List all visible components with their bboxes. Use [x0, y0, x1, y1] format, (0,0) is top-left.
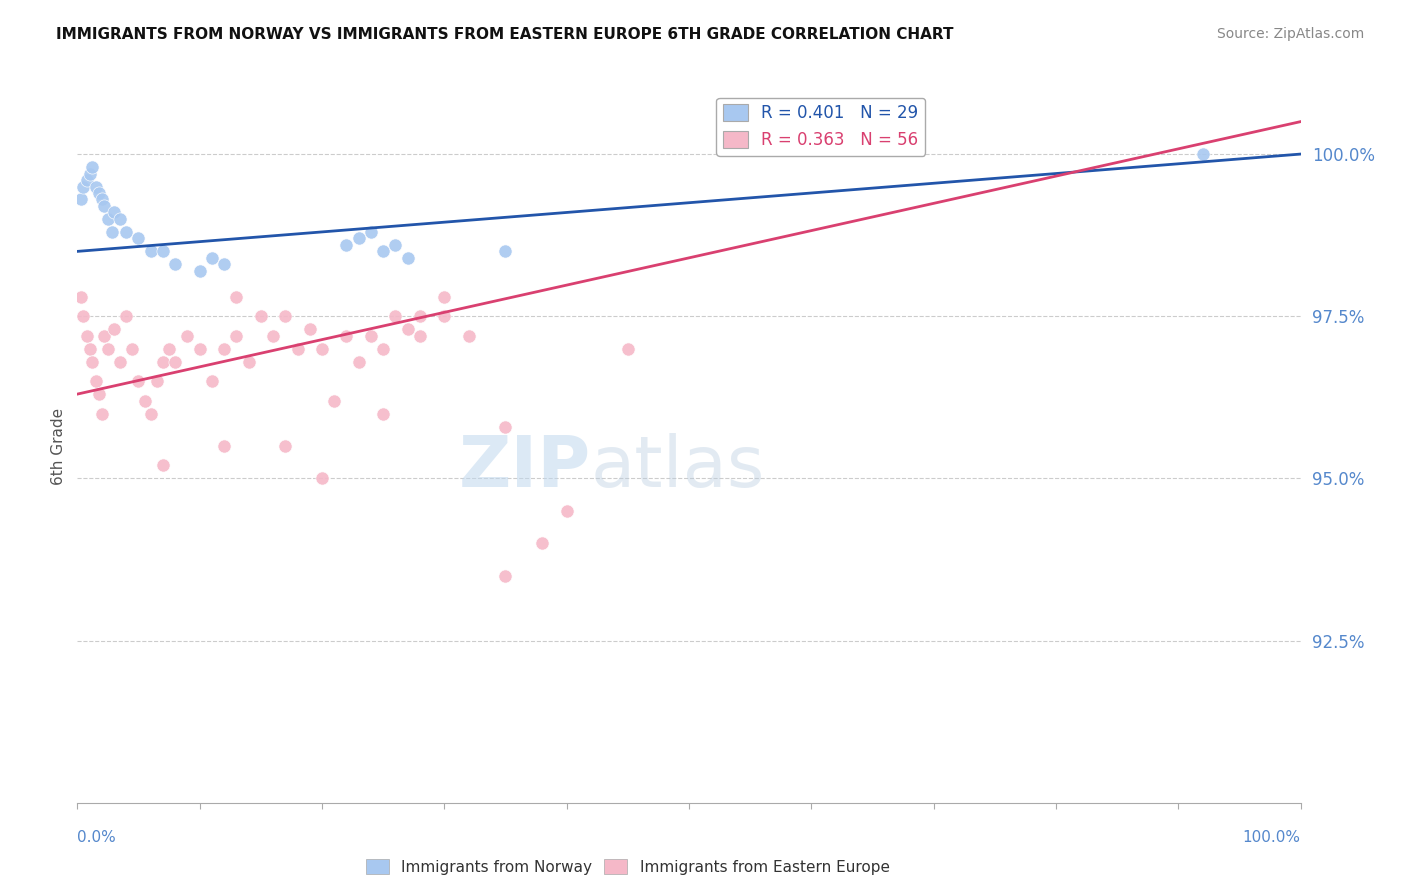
Point: [1191, 147, 1213, 161]
Point: [371, 342, 394, 356]
Point: [90, 193, 112, 207]
Point: [396, 322, 419, 336]
Point: [100, 225, 122, 239]
Point: [84, 374, 107, 388]
Point: [201, 374, 224, 388]
Point: [323, 393, 346, 408]
Point: [384, 310, 406, 324]
Point: [103, 205, 125, 219]
Point: [89, 387, 111, 401]
Point: [176, 328, 198, 343]
Point: [188, 342, 211, 356]
Point: [89, 186, 111, 200]
Point: [371, 244, 394, 259]
Point: [152, 458, 174, 473]
Point: [238, 354, 260, 368]
Point: [225, 290, 247, 304]
Point: [76, 328, 98, 343]
Point: [121, 342, 143, 356]
Point: [212, 439, 235, 453]
Point: [108, 354, 131, 368]
Point: [384, 238, 406, 252]
Point: [128, 374, 150, 388]
Point: [84, 179, 107, 194]
Point: [80, 354, 103, 368]
Point: [335, 238, 357, 252]
Point: [97, 211, 120, 226]
Point: [103, 322, 125, 336]
Point: [188, 264, 211, 278]
Point: [165, 257, 187, 271]
Point: [250, 310, 273, 324]
Point: [262, 328, 284, 343]
Point: [274, 310, 297, 324]
Point: [347, 354, 370, 368]
Point: [409, 328, 432, 343]
Point: [80, 160, 103, 174]
Point: [139, 244, 162, 259]
Point: [115, 310, 138, 324]
Point: [165, 354, 187, 368]
Point: [79, 167, 101, 181]
Point: [298, 322, 321, 336]
Point: [139, 407, 162, 421]
Point: [555, 504, 578, 518]
Point: [212, 257, 235, 271]
Point: [347, 231, 370, 245]
Point: [433, 310, 456, 324]
Point: [212, 342, 235, 356]
Legend: R = 0.401   N = 29, R = 0.363   N = 56: R = 0.401 N = 29, R = 0.363 N = 56: [717, 97, 925, 155]
Point: [152, 244, 174, 259]
Text: 100.0%: 100.0%: [1243, 830, 1301, 845]
Text: IMMIGRANTS FROM NORWAY VS IMMIGRANTS FROM EASTERN EUROPE 6TH GRADE CORRELATION C: IMMIGRANTS FROM NORWAY VS IMMIGRANTS FRO…: [56, 27, 953, 42]
Point: [274, 439, 297, 453]
Point: [72, 310, 94, 324]
Point: [225, 328, 247, 343]
Point: [157, 342, 180, 356]
Point: [134, 393, 156, 408]
Y-axis label: 6th Grade: 6th Grade: [51, 408, 66, 484]
Point: [72, 179, 94, 194]
Text: 0.0%: 0.0%: [77, 830, 117, 845]
Point: [311, 342, 333, 356]
Point: [79, 342, 101, 356]
Point: [433, 290, 456, 304]
Point: [360, 328, 382, 343]
Point: [128, 231, 150, 245]
Point: [371, 407, 394, 421]
Point: [495, 568, 517, 582]
Point: [93, 328, 115, 343]
Point: [70, 290, 93, 304]
Point: [76, 173, 98, 187]
Point: [287, 342, 309, 356]
Point: [152, 354, 174, 368]
Point: [409, 310, 432, 324]
Text: ZIP: ZIP: [458, 433, 591, 502]
Point: [495, 419, 517, 434]
Point: [617, 342, 640, 356]
Point: [335, 328, 357, 343]
Point: [90, 407, 112, 421]
Point: [360, 225, 382, 239]
Point: [396, 251, 419, 265]
Text: Source: ZipAtlas.com: Source: ZipAtlas.com: [1216, 27, 1364, 41]
Point: [201, 251, 224, 265]
Point: [311, 471, 333, 485]
Point: [531, 536, 554, 550]
Point: [457, 328, 479, 343]
Point: [146, 374, 169, 388]
Point: [115, 225, 138, 239]
Point: [93, 199, 115, 213]
Point: [108, 211, 131, 226]
Point: [70, 193, 93, 207]
Text: atlas: atlas: [591, 433, 765, 502]
Point: [495, 244, 517, 259]
Point: [97, 342, 120, 356]
